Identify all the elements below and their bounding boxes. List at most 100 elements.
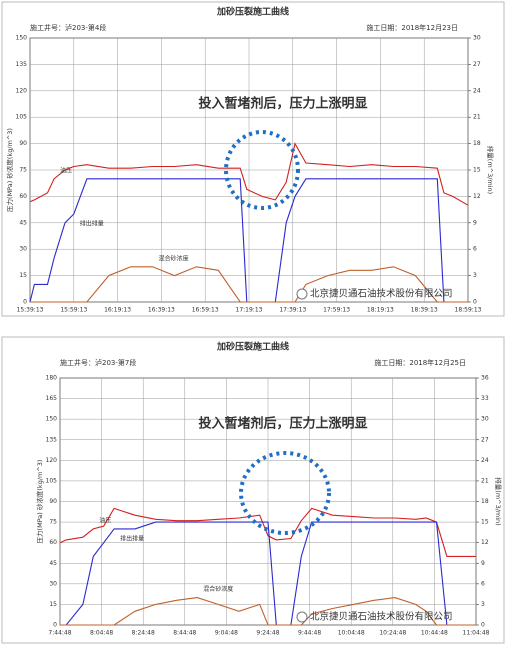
- highlight-circle: [224, 130, 300, 210]
- x-tick-label: 10:24:48: [379, 630, 406, 637]
- x-tick-label: 18:59:13: [455, 307, 482, 314]
- y-tick-label: 105: [16, 114, 28, 121]
- series-label: 混合砂浓度: [159, 254, 189, 262]
- y-tick-label: 135: [16, 61, 28, 68]
- y-tick-label: 15: [49, 601, 57, 608]
- chart-title: 加砂压裂施工曲线: [216, 341, 289, 353]
- x-tick-label: 16:19:13: [104, 307, 131, 314]
- y-tick-label: 45: [49, 560, 57, 567]
- x-tick-label: 10:44:48: [421, 630, 448, 637]
- y2-tick-label: 6: [473, 246, 477, 253]
- series-line: [60, 521, 476, 626]
- y2-tick-label: 21: [473, 114, 481, 121]
- date-label: 施工日期：2018年12月25日: [374, 358, 466, 367]
- x-tick-label: 9:44:48: [298, 630, 321, 637]
- y-tick-label: 30: [19, 246, 27, 253]
- y-tick-label: 180: [46, 375, 58, 382]
- series-line: [60, 597, 476, 626]
- y2-tick-label: 0: [473, 299, 477, 306]
- x-tick-label: 15:39:13: [17, 307, 44, 314]
- y2-tick-label: 18: [473, 140, 481, 147]
- watermark: 北京捷贝通石油技术股份有限公司: [310, 611, 453, 623]
- x-tick-label: 8:44:48: [173, 630, 196, 637]
- x-tick-label: 9:24:48: [256, 630, 279, 637]
- y-axis-label: 压力(MPa) 砂浓度(kg/m^3): [5, 128, 14, 212]
- y-tick-label: 105: [46, 477, 58, 484]
- y2-tick-label: 24: [473, 87, 481, 94]
- y2-tick-label: 0: [481, 622, 485, 629]
- y2-tick-label: 36: [481, 375, 489, 382]
- y2-tick-label: 15: [473, 167, 481, 174]
- x-tick-label: 11:04:48: [463, 630, 490, 637]
- x-tick-label: 8:24:48: [132, 630, 155, 637]
- x-tick-label: 15:59:13: [60, 307, 87, 314]
- y2-tick-label: 24: [481, 457, 489, 464]
- watermark: 北京捷贝通石油技术股份有限公司: [310, 288, 453, 300]
- y2-tick-label: 27: [473, 61, 481, 68]
- series-line: [29, 142, 469, 206]
- chart-title: 加砂压裂施工曲线: [216, 6, 289, 18]
- series-line: [59, 507, 476, 557]
- y-tick-label: 90: [49, 498, 57, 505]
- x-tick-label: 18:39:13: [411, 307, 438, 314]
- series-label: 油压: [99, 516, 111, 524]
- x-tick-label: 18:19:13: [367, 307, 394, 314]
- y2-tick-label: 30: [473, 35, 481, 42]
- y-axis-label: 压力(MPa) 砂浓度(kg/m^3): [35, 460, 44, 544]
- series-label: 油压: [60, 166, 72, 174]
- y-tick-label: 150: [46, 416, 58, 423]
- y-tick-label: 120: [46, 457, 58, 464]
- y-tick-label: 30: [49, 580, 57, 587]
- y2-tick-label: 3: [481, 601, 485, 608]
- x-tick-label: 17:59:13: [323, 307, 350, 314]
- annotation: 投入暂堵剂后，压力上涨明显: [198, 96, 367, 112]
- annotation: 投入暂堵剂后，压力上涨明显: [198, 416, 367, 432]
- x-tick-label: 9:04:48: [215, 630, 238, 637]
- y-tick-label: 60: [49, 539, 57, 546]
- y2-tick-label: 15: [481, 519, 489, 526]
- y2-tick-label: 9: [481, 560, 485, 567]
- x-tick-label: 17:19:13: [236, 307, 263, 314]
- y2-tick-label: 9: [473, 219, 477, 226]
- y-tick-label: 150: [16, 35, 28, 42]
- y-tick-label: 135: [46, 436, 58, 443]
- y-tick-label: 75: [49, 519, 57, 526]
- y-tick-label: 15: [19, 272, 27, 279]
- y2-tick-label: 6: [481, 580, 485, 587]
- y-tick-label: 165: [46, 395, 58, 402]
- y-tick-label: 0: [23, 299, 27, 306]
- y-tick-label: 75: [19, 167, 27, 174]
- x-tick-label: 17:39:13: [279, 307, 306, 314]
- series-label: 混合砂浓度: [203, 585, 233, 593]
- x-tick-label: 16:59:13: [192, 307, 219, 314]
- y2-tick-label: 3: [473, 272, 477, 279]
- x-tick-label: 7:44:48: [48, 630, 71, 637]
- well-label: 施工井号：泸203-第4段: [30, 23, 106, 32]
- y2-tick-label: 30: [481, 416, 489, 423]
- y2-tick-label: 21: [481, 477, 489, 484]
- x-tick-label: 8:04:48: [90, 630, 113, 637]
- y2-axis-label: 排量(m^3/min): [494, 477, 503, 525]
- highlight-circle: [239, 451, 331, 535]
- y2-axis-label: 排量(m^3/min): [486, 146, 495, 194]
- date-label: 施工日期：2018年12月23日: [366, 23, 458, 32]
- y-tick-label: 90: [19, 140, 27, 147]
- series-label: 排出排量: [80, 220, 104, 228]
- series-label: 排出排量: [120, 534, 144, 542]
- watermark-icon: [296, 611, 308, 623]
- well-label: 施工井号：泸203-第7段: [60, 358, 136, 367]
- y-tick-label: 60: [19, 193, 27, 200]
- y2-tick-label: 18: [481, 498, 489, 505]
- y-tick-label: 45: [19, 219, 27, 226]
- y-tick-label: 0: [53, 622, 57, 629]
- x-tick-label: 16:39:13: [148, 307, 175, 314]
- x-tick-label: 10:04:48: [338, 630, 365, 637]
- y2-tick-label: 12: [481, 539, 489, 546]
- y2-tick-label: 33: [481, 395, 489, 402]
- y2-tick-label: 27: [481, 436, 489, 443]
- y2-tick-label: 12: [473, 193, 481, 200]
- watermark-icon: [296, 288, 308, 300]
